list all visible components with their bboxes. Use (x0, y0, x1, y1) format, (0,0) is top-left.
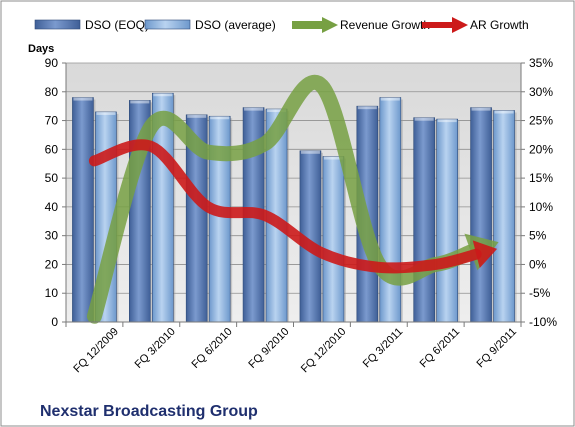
bar-top-highlight (73, 97, 93, 101)
bar (379, 97, 402, 323)
bar-top-highlight (323, 156, 343, 160)
bar (72, 97, 94, 323)
bar (493, 110, 515, 323)
right-tick-label: 0% (529, 257, 547, 271)
bar-top-highlight (471, 107, 491, 111)
right-tick-label: -5% (529, 286, 551, 300)
bar (436, 118, 458, 323)
left-tick-label: 60 (45, 142, 59, 156)
right-tick-label: 10% (529, 200, 553, 214)
left-tick-label: 30 (45, 229, 59, 243)
right-tick-label: 15% (529, 171, 553, 185)
right-tick-label: 25% (529, 114, 553, 128)
bar (470, 107, 492, 323)
bar-top-highlight (300, 150, 320, 154)
bar-top-highlight (96, 111, 116, 115)
bar-top-highlight (130, 100, 150, 104)
right-tick-label: 5% (529, 229, 547, 243)
legend-label: AR Growth (470, 18, 529, 32)
legend-swatch-bar (34, 19, 81, 30)
bar-top-highlight (357, 106, 377, 110)
left-tick-label: 10 (45, 286, 59, 300)
y-axis-title: Days (28, 43, 54, 55)
legend-swatch-bar (144, 19, 191, 30)
legend-swatch-arrowhead (322, 17, 338, 33)
right-tick-label: 20% (529, 142, 553, 156)
series-arrowhead (472, 240, 498, 269)
bar-top-highlight (437, 119, 457, 123)
bar-top-highlight (210, 116, 230, 120)
right-tick-label: 30% (529, 85, 553, 99)
right-tick-label: -10% (529, 315, 557, 329)
left-tick-label: 70 (45, 114, 59, 128)
bar-top-highlight (244, 107, 264, 111)
bar (322, 156, 345, 323)
series-line (86, 75, 479, 324)
legend-label: DSO (average) (195, 18, 276, 32)
left-tick-label: 40 (45, 200, 59, 214)
right-tick-label: 35% (529, 56, 553, 70)
chart-title: Nexstar Broadcasting Group (40, 403, 258, 420)
left-tick-label: 20 (45, 257, 59, 271)
bar-top-highlight (414, 117, 434, 121)
bar-top-highlight (153, 93, 173, 97)
legend-swatch-arrowhead (452, 17, 468, 33)
left-tick-label: 0 (51, 315, 58, 329)
left-tick-label: 50 (45, 171, 59, 185)
left-tick-label: 90 (45, 56, 59, 70)
legend-label: DSO (EOQ) (85, 18, 149, 32)
legend: DSO (EOQ) DSO (average) Revenue Growth AR G… (34, 17, 529, 33)
left-tick-label: 80 (45, 85, 59, 99)
bar-top-highlight (267, 109, 287, 113)
series-line (88, 139, 482, 274)
bar-top-highlight (494, 110, 514, 114)
bar-top-highlight (187, 114, 207, 118)
bar-top-highlight (380, 97, 400, 101)
legend-label: Revenue Growth (340, 18, 430, 32)
line-layer (86, 75, 499, 324)
bar (413, 117, 435, 323)
